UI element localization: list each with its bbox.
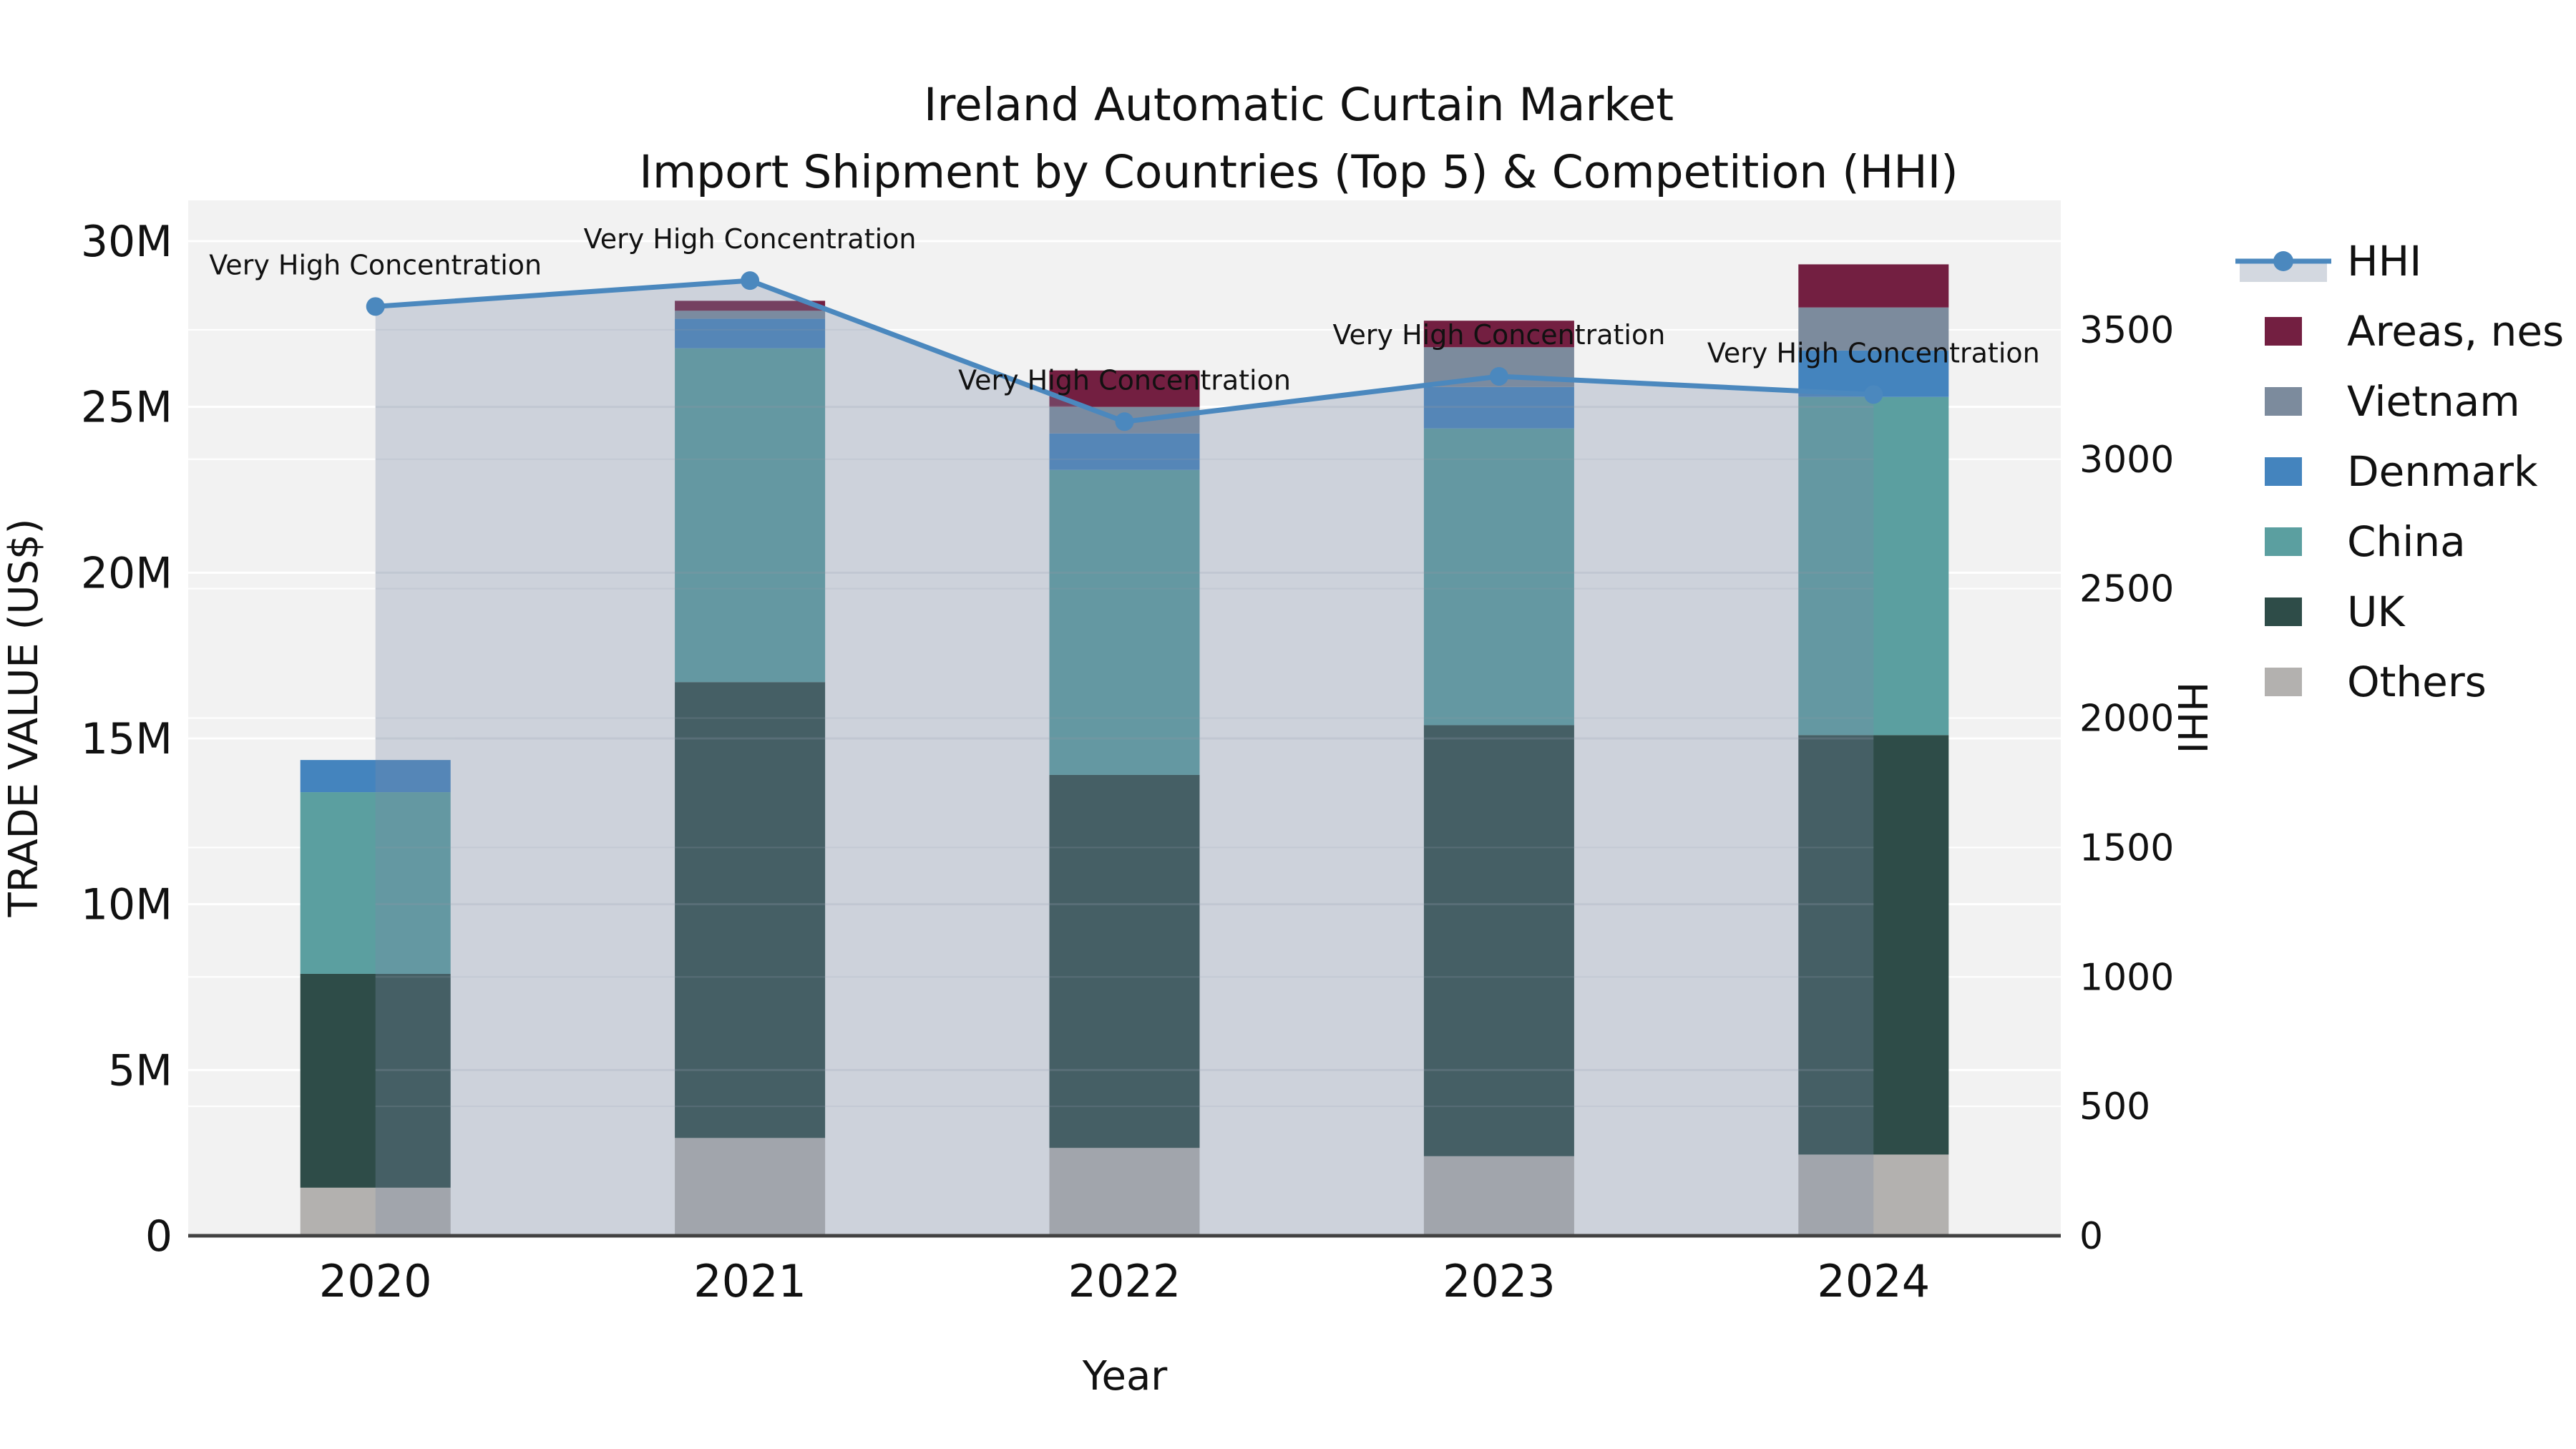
right-tick-3000: 3000 xyxy=(2079,439,2174,482)
legend-item-uk[interactable]: UK xyxy=(2265,587,2406,636)
bar-segment-denmark-2020 xyxy=(300,760,451,793)
bar-segment-uk-2024 xyxy=(1798,735,1949,1155)
bar-2021 xyxy=(675,301,826,1236)
bar-segment-areas-nes-2024 xyxy=(1798,264,1949,308)
legend-label: Denmark xyxy=(2347,447,2538,496)
hhi-point-2024 xyxy=(1864,385,1883,404)
left-tick-5M: 5M xyxy=(108,1045,172,1096)
legend-item-vietnam[interactable]: Vietnam xyxy=(2265,377,2520,426)
bar-segment-uk-2021 xyxy=(675,682,826,1138)
annotation-2020: Very High Concentration xyxy=(209,249,542,280)
right-axis-tick-labels: 0 500 1000 1500 2000 2500 3000 3500 xyxy=(2079,309,2174,1258)
x-tick-2022: 2022 xyxy=(1068,1255,1181,1307)
legend-swatch-denmark xyxy=(2265,457,2302,486)
bar-segment-others-2022 xyxy=(1049,1148,1200,1236)
hhi-line xyxy=(366,271,1883,431)
hhi-point-2023 xyxy=(1489,366,1508,386)
legend-item-china[interactable]: China xyxy=(2265,517,2466,566)
bar-segment-china-2023 xyxy=(1423,428,1574,726)
legend-label: China xyxy=(2347,517,2466,566)
hhi-legend-marker xyxy=(2273,251,2293,271)
hhi-point-2022 xyxy=(1115,412,1134,431)
bar-segment-areas-nes-2021 xyxy=(675,301,826,311)
left-tick-10M: 10M xyxy=(81,880,172,930)
hhi-point-2020 xyxy=(366,297,385,316)
left-tick-15M: 15M xyxy=(81,714,172,764)
x-axis-title: Year xyxy=(1082,1353,1169,1400)
right-tick-3500: 3500 xyxy=(2079,309,2174,352)
x-tick-2024: 2024 xyxy=(1817,1255,1930,1307)
legend-label: Others xyxy=(2347,658,2487,706)
bar-2022 xyxy=(1049,370,1200,1236)
legend-label: Vietnam xyxy=(2347,377,2520,426)
legend-swatch-vietnam xyxy=(2265,387,2302,416)
bar-segment-uk-2022 xyxy=(1049,774,1200,1148)
legend-item-hhi[interactable]: HHI xyxy=(2235,237,2421,286)
hhi-point-2021 xyxy=(741,271,760,291)
chart-title-line2: Import Shipment by Countries (Top 5) & C… xyxy=(639,146,1958,198)
bar-2024 xyxy=(1798,264,1949,1236)
x-tick-2023: 2023 xyxy=(1443,1255,1556,1307)
bar-segment-china-2022 xyxy=(1049,469,1200,775)
left-tick-0: 0 xyxy=(145,1211,172,1262)
right-tick-500: 500 xyxy=(2079,1085,2150,1128)
right-tick-0: 0 xyxy=(2079,1215,2103,1258)
stacked-bars xyxy=(300,264,1949,1236)
x-tick-2021: 2021 xyxy=(693,1255,806,1307)
bar-segment-denmark-2021 xyxy=(675,318,826,348)
annotations: Very High Concentration Very High Concent… xyxy=(209,223,2039,396)
annotation-2024: Very High Concentration xyxy=(1707,337,2040,369)
annotation-2021: Very High Concentration xyxy=(584,223,917,255)
legend-item-others[interactable]: Others xyxy=(2265,658,2487,706)
chart-title: Ireland Automatic Curtain Market Import … xyxy=(639,79,1958,198)
bar-segment-others-2021 xyxy=(675,1138,826,1236)
legend-label: UK xyxy=(2347,587,2406,636)
hhi-area-fill-shape xyxy=(375,280,1874,1236)
bar-segment-vietnam-2024 xyxy=(1798,307,1949,351)
legend-swatch-areas-nes xyxy=(2265,317,2302,346)
bar-segment-others-2023 xyxy=(1423,1156,1574,1236)
bar-2020 xyxy=(300,760,451,1236)
legend: HHI Areas, nes Vietnam Denmark China UK Others xyxy=(2235,237,2564,706)
bar-segment-denmark-2022 xyxy=(1049,433,1200,470)
x-axis-tick-labels: 2020 2021 2022 2023 2024 xyxy=(319,1255,1930,1307)
annotation-2022: Very High Concentration xyxy=(958,364,1291,396)
annotation-2023: Very High Concentration xyxy=(1332,319,1665,351)
legend-swatch-uk xyxy=(2265,597,2302,626)
bar-segment-denmark-2023 xyxy=(1423,386,1574,429)
legend-label: Areas, nes xyxy=(2347,307,2564,356)
right-axis-title: HHI xyxy=(2168,682,2215,754)
legend-swatch-others xyxy=(2265,668,2302,696)
left-axis-title: TRADE VALUE (US$) xyxy=(1,519,47,918)
left-tick-25M: 25M xyxy=(81,383,172,433)
right-tick-2500: 2500 xyxy=(2079,568,2174,611)
bar-segment-uk-2020 xyxy=(300,973,451,1188)
bar-segment-vietnam-2021 xyxy=(675,311,826,319)
bar-segment-china-2020 xyxy=(300,792,451,974)
right-tick-1500: 1500 xyxy=(2079,826,2174,869)
hhi-area-fill xyxy=(375,280,1874,1236)
bar-segment-areas-nes-2023 xyxy=(1423,321,1574,348)
bar-segment-others-2024 xyxy=(1798,1154,1949,1236)
bar-segment-china-2024 xyxy=(1798,396,1949,736)
legend-item-denmark[interactable]: Denmark xyxy=(2265,447,2538,496)
bar-segment-others-2020 xyxy=(300,1187,451,1236)
legend-item-areas-nes[interactable]: Areas, nes xyxy=(2265,307,2564,356)
left-tick-30M: 30M xyxy=(81,217,172,267)
right-tick-2000: 2000 xyxy=(2079,698,2174,741)
left-tick-20M: 20M xyxy=(81,548,172,598)
right-tick-1000: 1000 xyxy=(2079,956,2174,999)
bar-segment-uk-2023 xyxy=(1423,725,1574,1156)
x-tick-2020: 2020 xyxy=(319,1255,432,1307)
chart-title-line1: Ireland Automatic Curtain Market xyxy=(924,79,1674,131)
legend-swatch-china xyxy=(2265,527,2302,556)
left-axis-tick-labels: 0 5M 10M 15M 20M 25M 30M xyxy=(81,217,172,1262)
legend-label: HHI xyxy=(2347,237,2421,286)
bar-segment-china-2021 xyxy=(675,348,826,683)
